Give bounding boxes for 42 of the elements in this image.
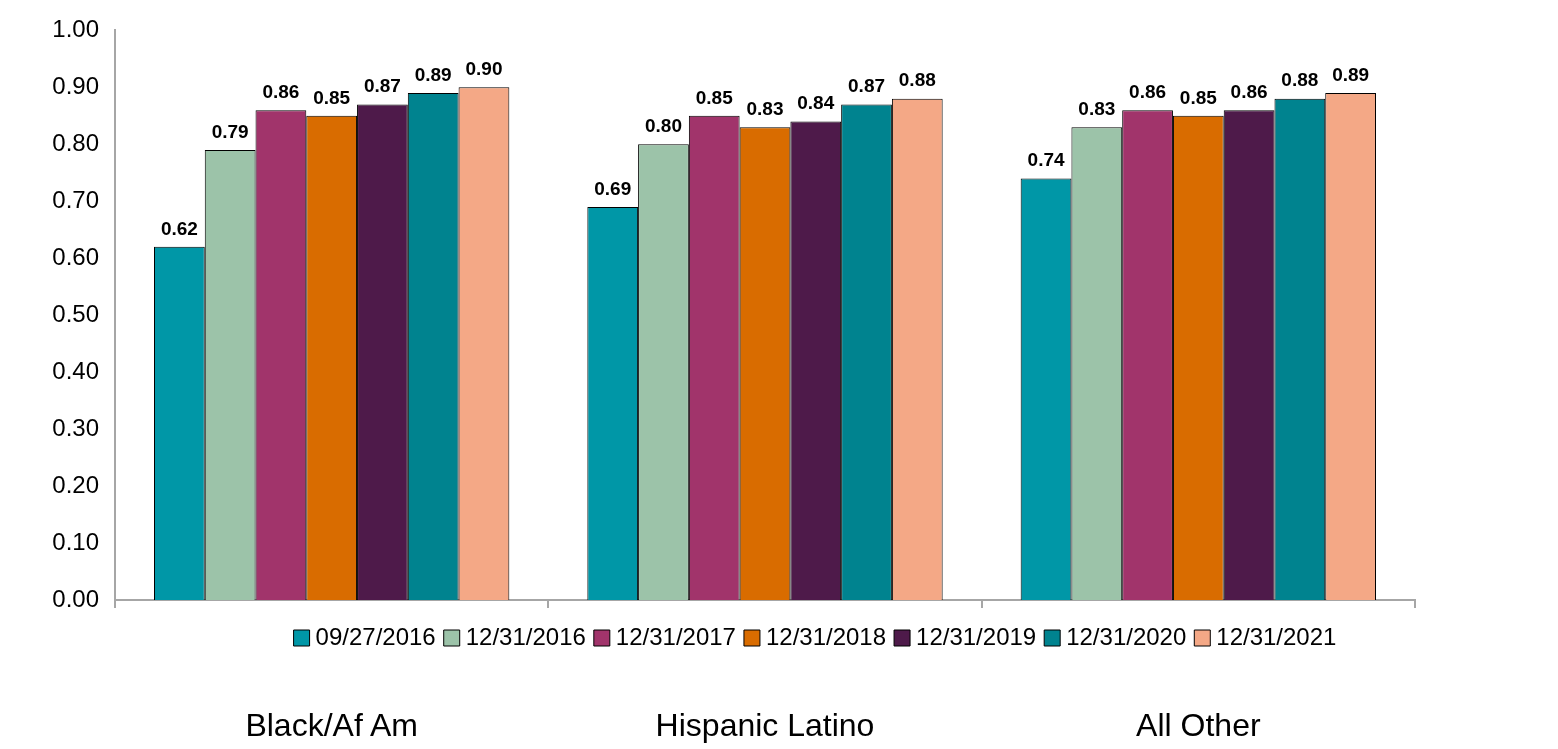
legend-label: 12/31/2021 (1216, 622, 1337, 650)
data-label: 0.69 (594, 177, 632, 199)
legend-label: 12/31/2020 (1066, 622, 1187, 650)
y-tick-label: 0.90 (52, 71, 99, 99)
x-tick-label: All Other (1136, 707, 1261, 744)
data-label: 0.74 (1027, 149, 1065, 171)
x-tick-label: Black/Af Am (245, 707, 418, 744)
y-tick-label: 0.40 (52, 356, 99, 384)
y-tick-label: 0.30 (52, 413, 99, 441)
data-label: 0.89 (1332, 63, 1370, 85)
y-tick-label: 1.00 (52, 15, 99, 43)
y-tick-label: 0.70 (52, 185, 99, 213)
data-label: 0.86 (262, 80, 300, 102)
y-tick-label: 0.10 (52, 527, 99, 555)
data-label: 0.86 (1129, 80, 1167, 102)
legend-label: 12/31/2017 (615, 622, 736, 650)
legend-label: 12/31/2018 (765, 622, 887, 650)
x-tick-label: Hispanic Latino (655, 707, 875, 744)
legend-label: 12/31/2016 (465, 622, 586, 650)
data-label: 0.88 (1281, 69, 1319, 91)
data-label: 0.87 (848, 75, 886, 97)
data-label: 0.89 (414, 63, 452, 85)
data-label: 0.80 (644, 115, 682, 137)
data-label: 0.85 (1179, 86, 1218, 108)
data-label: 0.88 (898, 69, 936, 91)
data-label: 0.83 (1078, 97, 1116, 119)
data-label: 0.62 (160, 217, 198, 239)
data-label: 0.86 (1230, 80, 1268, 102)
y-tick-label: 0.00 (52, 584, 99, 612)
data-label: 0.83 (746, 97, 784, 119)
data-label: 0.79 (211, 120, 249, 142)
data-label: 0.84 (797, 92, 835, 114)
data-label: 0.85 (695, 86, 734, 108)
legend-label: 09/27/2016 (315, 622, 436, 650)
y-tick-label: 0.80 (52, 128, 99, 156)
y-tick-label: 0.60 (52, 242, 99, 270)
data-label: 0.90 (465, 58, 503, 80)
legend-label: 12/31/2019 (916, 622, 1037, 650)
y-tick-label: 0.20 (52, 470, 99, 498)
data-label: 0.85 (313, 86, 351, 108)
data-label: 0.87 (363, 75, 401, 97)
y-tick-label: 0.50 (52, 299, 99, 327)
